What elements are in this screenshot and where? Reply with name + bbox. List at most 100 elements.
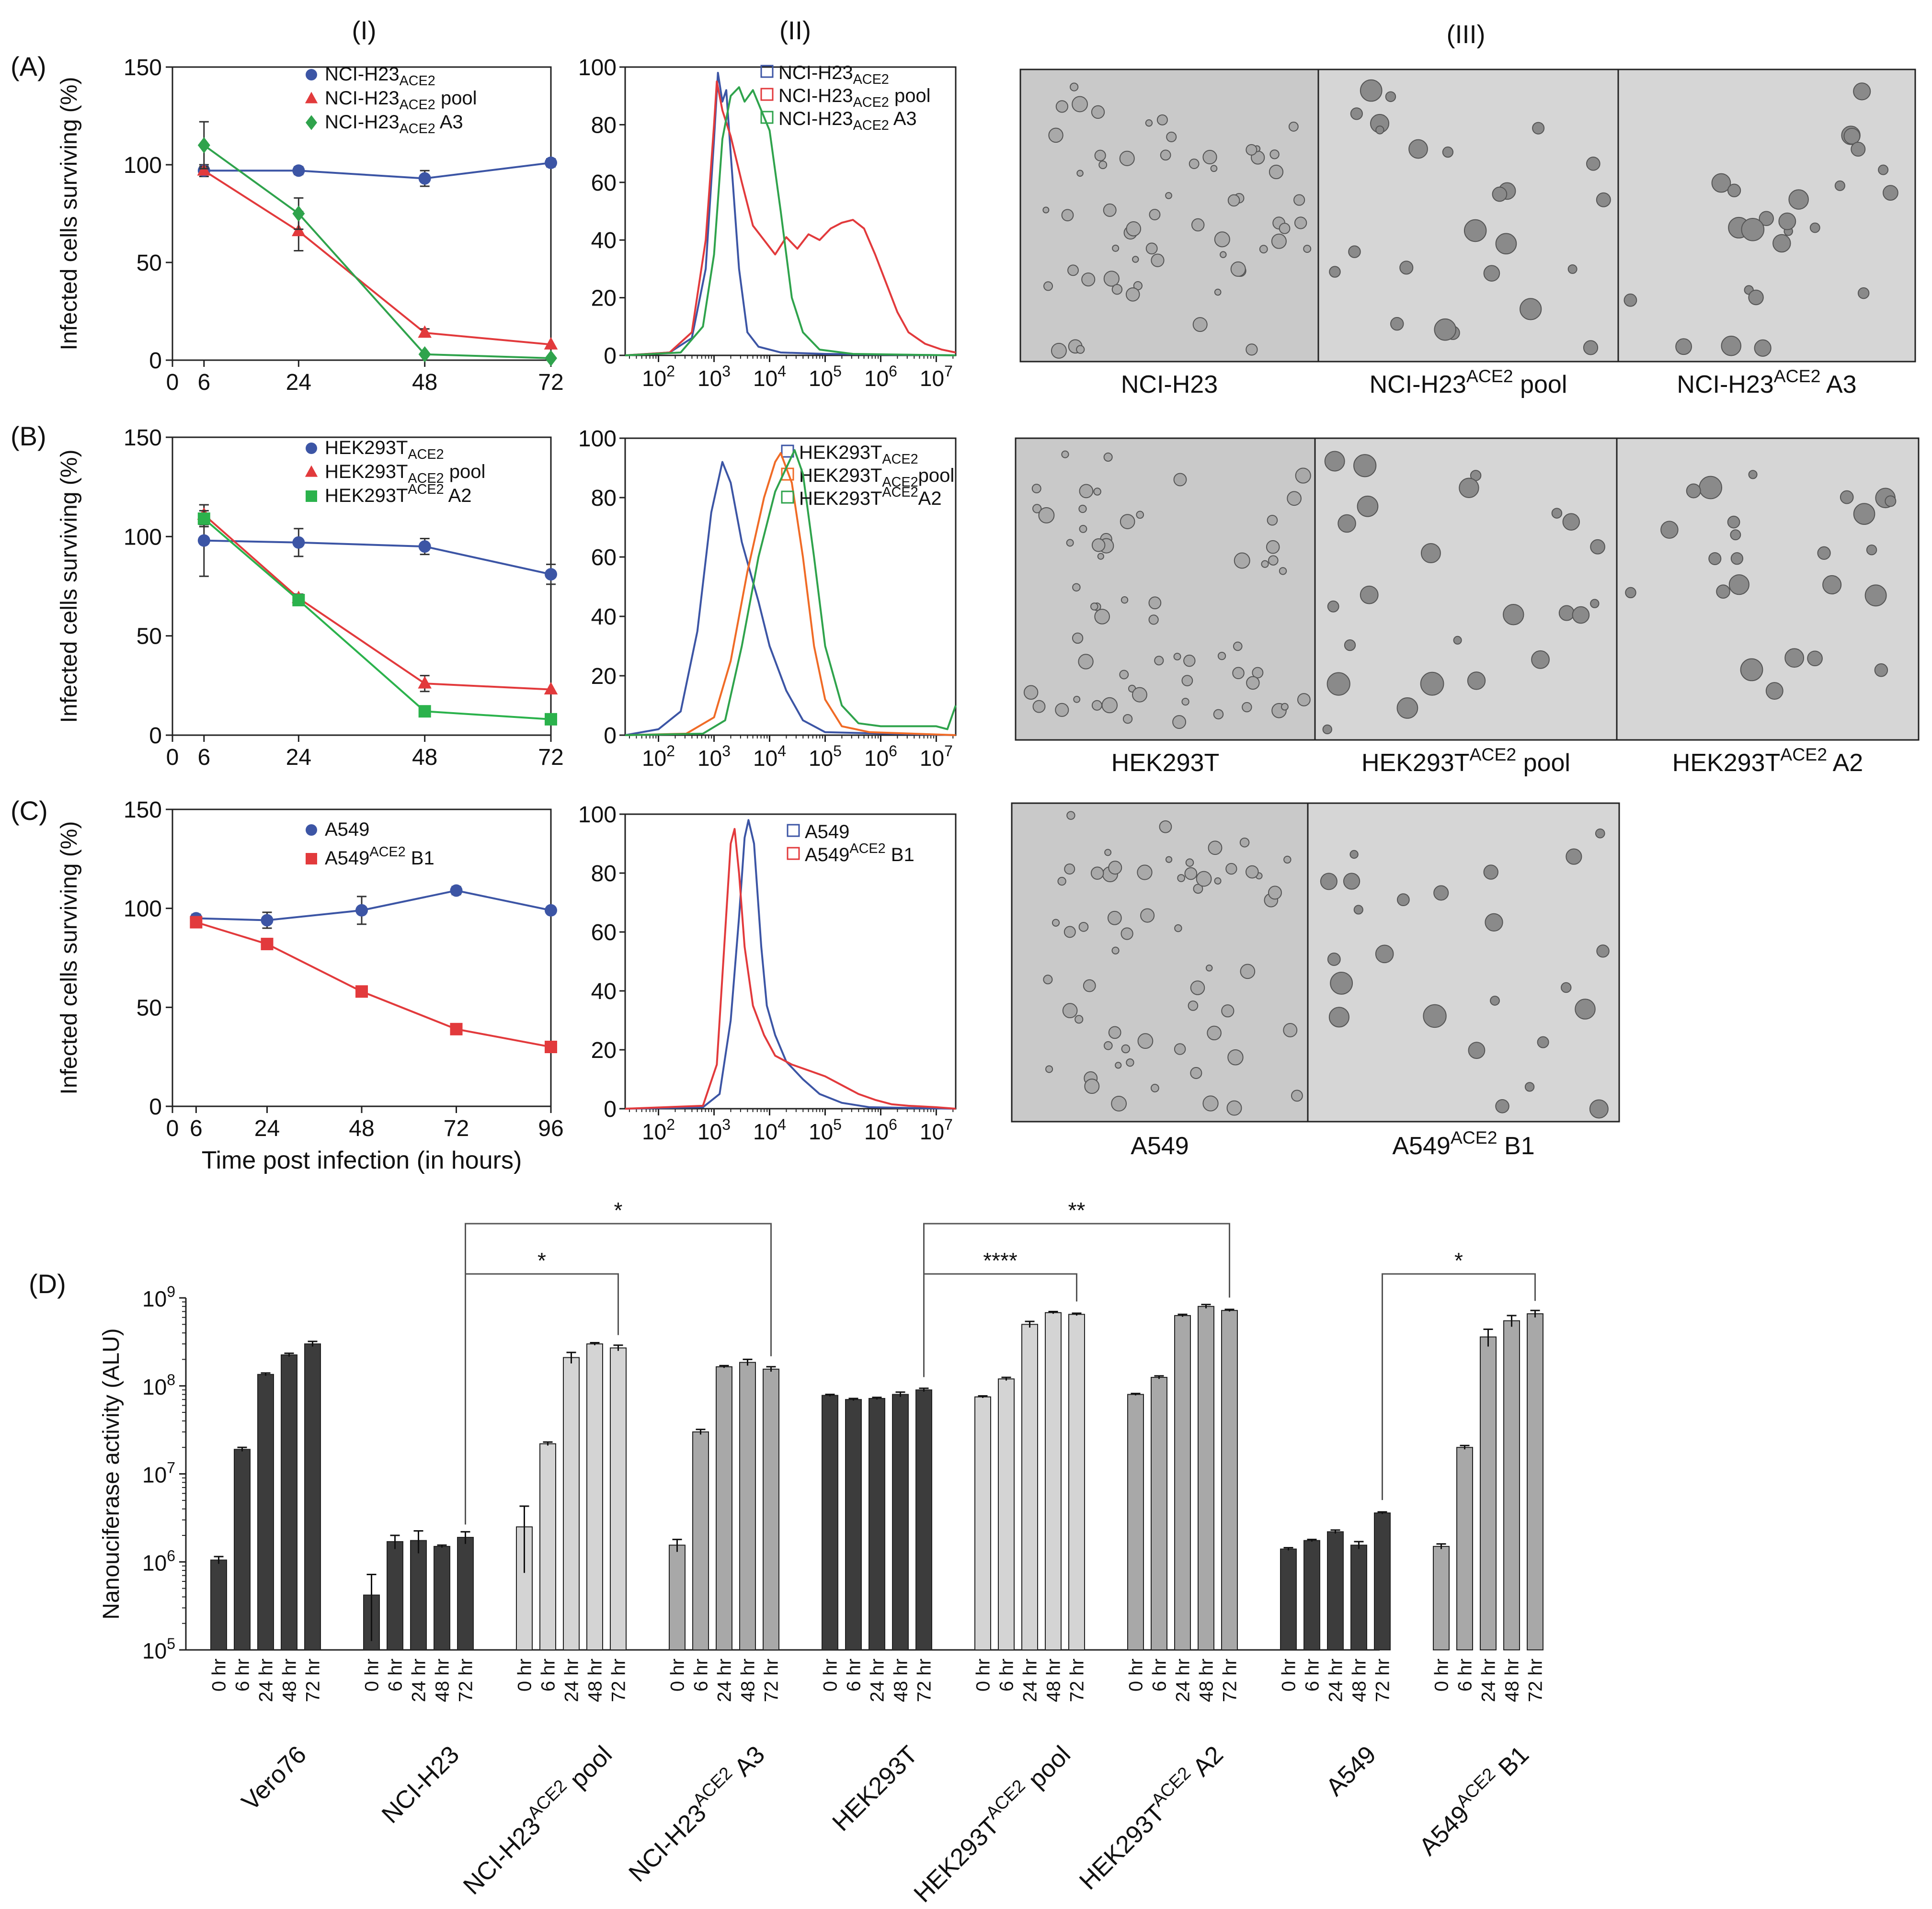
histogram-curve-0 bbox=[625, 72, 956, 356]
cell-shape bbox=[1784, 648, 1805, 668]
cell-shape bbox=[1136, 511, 1144, 519]
x-tick-label: 103 bbox=[697, 1116, 731, 1144]
bar bbox=[1303, 1540, 1320, 1651]
bar bbox=[1151, 1376, 1167, 1651]
x-tick-label: 106 bbox=[864, 1116, 897, 1144]
cell-shape bbox=[1066, 811, 1075, 820]
micrograph-B-1 bbox=[1015, 437, 1316, 741]
legend-marker bbox=[306, 443, 317, 454]
bar bbox=[892, 1394, 909, 1650]
bracket-line bbox=[1382, 1273, 1536, 1500]
cell-shape bbox=[1078, 654, 1094, 670]
cell-shape bbox=[1103, 203, 1117, 217]
cell-shape bbox=[1097, 553, 1104, 560]
cell-shape bbox=[1708, 552, 1722, 566]
x-tick-label: 102 bbox=[642, 1116, 675, 1144]
y-axis-label: Infected cells surviving (%) bbox=[57, 821, 82, 1095]
x-tick-label: 106 bbox=[864, 742, 897, 771]
x-tick-label: 24 bbox=[254, 1116, 280, 1141]
time-tick-label: 48 hr bbox=[432, 1659, 453, 1702]
x-tick-label: 107 bbox=[920, 363, 953, 391]
time-tick-label: 72 hr bbox=[914, 1659, 935, 1702]
micrograph-B-3 bbox=[1616, 437, 1920, 741]
cell-shape bbox=[1348, 245, 1361, 258]
legend-marker bbox=[760, 88, 774, 101]
cell-shape bbox=[1327, 600, 1339, 613]
data-point bbox=[545, 713, 557, 726]
significance-label: ** bbox=[1068, 1198, 1086, 1223]
cell-shape bbox=[1269, 149, 1280, 159]
time-tick-label: 48 hr bbox=[1502, 1659, 1523, 1702]
cell-shape bbox=[1740, 658, 1763, 682]
time-tick-label: 72 hr bbox=[1372, 1659, 1394, 1702]
cell-shape bbox=[1727, 183, 1741, 197]
bar bbox=[1127, 1394, 1144, 1650]
cell-shape bbox=[1288, 121, 1299, 132]
cell-shape bbox=[1239, 837, 1250, 848]
time-tick-label: 48 hr bbox=[1043, 1659, 1064, 1702]
group-label: NCI-H23 bbox=[377, 1740, 465, 1829]
x-tick-label: 24 bbox=[286, 370, 311, 395]
y-tick-label: 100 bbox=[578, 426, 617, 452]
legend-label: NCI-H23ACE2 A3 bbox=[325, 112, 463, 136]
group-label: HEK293TACE2 A2 bbox=[1071, 1738, 1229, 1896]
cell-shape bbox=[1385, 91, 1396, 102]
legend-label: HEK293TACE2 bbox=[799, 442, 918, 467]
bar-group-2: 0 hr 6 hr 24 hr 48 hr 72 hr bbox=[514, 1341, 629, 1702]
bar bbox=[1174, 1315, 1191, 1650]
time-tick-label: 48 hr bbox=[738, 1659, 759, 1702]
time-tick-label: 48 hr bbox=[1196, 1659, 1217, 1702]
legend-label: HEK293TACE2A2 bbox=[799, 485, 942, 509]
cell-shape bbox=[1343, 873, 1360, 890]
bar-group-7: 0 hr 6 hr 24 hr 48 hr 72 hr bbox=[1279, 1511, 1394, 1702]
bar bbox=[763, 1368, 779, 1651]
bar bbox=[1480, 1336, 1497, 1650]
cell-shape bbox=[1172, 715, 1187, 729]
y-tick-label: 40 bbox=[591, 228, 617, 253]
x-tick-label: 72 bbox=[444, 1116, 469, 1141]
cell-shape bbox=[1078, 504, 1087, 513]
bar bbox=[1456, 1447, 1473, 1651]
significance-label: **** bbox=[983, 1248, 1017, 1273]
y-axis-label: Infected cells surviving (%) bbox=[57, 450, 82, 723]
cell-shape bbox=[1166, 131, 1177, 142]
cell-shape bbox=[1184, 867, 1198, 880]
cell-shape bbox=[1408, 139, 1428, 159]
significance-bracket-1: * bbox=[465, 1248, 619, 1525]
cell-shape bbox=[1490, 995, 1500, 1006]
legend-marker bbox=[306, 853, 317, 864]
cell-shape bbox=[1234, 552, 1250, 569]
micrograph-A-3 bbox=[1617, 68, 1916, 363]
cell-shape bbox=[1052, 919, 1060, 927]
cell-shape bbox=[1822, 575, 1842, 595]
cell-shape bbox=[1561, 982, 1572, 993]
x-axis-label: Time post infection (in hours) bbox=[202, 1147, 522, 1174]
cell-shape bbox=[1227, 194, 1240, 207]
cell-shape bbox=[1190, 980, 1205, 995]
cell-shape bbox=[1159, 820, 1172, 833]
cell-shape bbox=[1188, 1000, 1199, 1011]
cell-shape bbox=[1107, 910, 1122, 925]
cell-shape bbox=[1294, 216, 1307, 229]
bar bbox=[610, 1347, 627, 1650]
cell-shape bbox=[1843, 127, 1861, 145]
micrograph-caption: NCI-H23ACE2 pool bbox=[1370, 366, 1567, 398]
legend-marker bbox=[305, 91, 318, 103]
cell-shape bbox=[1122, 714, 1133, 724]
data-point bbox=[355, 904, 368, 917]
data-point bbox=[292, 536, 305, 549]
time-tick-label: 6 hr bbox=[1149, 1659, 1170, 1692]
cell-shape bbox=[1137, 864, 1153, 880]
time-tick-label: 0 hr bbox=[667, 1659, 688, 1692]
plot-frame bbox=[624, 66, 957, 356]
y-tick-label: 100 bbox=[578, 55, 617, 80]
legend-marker bbox=[306, 490, 317, 502]
cell-shape bbox=[1183, 654, 1196, 667]
cell-shape bbox=[1103, 452, 1113, 462]
cell-shape bbox=[1686, 483, 1701, 499]
data-point bbox=[197, 137, 210, 154]
bar bbox=[410, 1540, 427, 1651]
significance-label: * bbox=[614, 1198, 623, 1223]
